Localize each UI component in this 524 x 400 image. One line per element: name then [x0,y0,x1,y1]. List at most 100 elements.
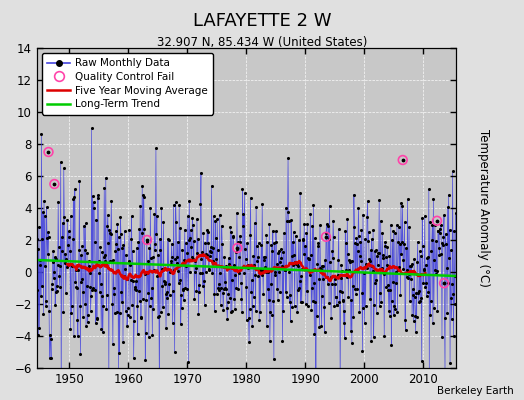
Point [78,243,86,249]
Point [272,228,280,234]
Point [36,262,45,269]
Point [91,239,99,246]
Point [59,308,68,315]
Point [321,257,329,263]
Point [149,254,157,260]
Point [278,338,287,344]
Point [178,247,187,254]
Point [58,248,67,254]
Point [171,199,180,206]
Point [267,242,276,248]
Point [77,279,85,286]
Point [442,265,451,271]
Point [419,280,428,286]
Point [372,277,380,283]
Point [249,253,257,260]
Point [43,251,52,258]
Point [72,267,80,274]
Point [247,277,256,284]
Point [255,317,264,323]
Point [373,310,381,316]
Point [143,237,151,243]
Point [70,332,78,339]
Point [319,263,328,269]
Point [139,194,148,200]
Point [159,219,168,225]
Point [224,299,232,305]
Point [133,303,141,309]
Point [288,238,297,245]
Point [213,216,221,222]
Point [237,296,246,302]
Point [359,211,367,218]
Point [208,269,216,276]
Point [357,226,366,233]
Point [399,257,407,263]
Point [170,266,178,273]
Point [272,239,280,246]
Point [417,252,425,259]
Point [228,234,237,240]
Point [191,258,200,264]
Point [86,284,94,290]
Point [360,270,368,276]
Point [144,290,152,297]
Point [169,202,178,208]
Point [32,236,41,242]
Point [286,298,294,305]
Point [376,303,384,309]
Point [134,331,142,337]
Point [230,296,238,302]
Point [217,222,226,229]
Point [112,241,121,247]
Point [111,248,119,254]
Point [421,283,430,290]
Point [314,243,322,250]
Point [352,235,361,241]
Point [292,261,300,267]
Point [271,272,279,278]
Point [382,284,390,290]
Point [36,257,44,263]
Point [283,208,292,215]
Point [271,269,280,276]
Point [233,245,242,251]
Point [139,192,147,198]
Point [68,263,77,269]
Point [35,224,43,230]
Point [148,332,157,338]
Point [380,243,389,250]
Point [355,232,363,239]
Point [242,317,250,323]
Point [291,259,299,265]
Point [281,289,290,296]
Point [417,295,425,302]
Point [392,222,401,228]
Point [323,274,331,280]
Point [347,296,355,303]
Point [283,218,291,224]
Point [110,291,118,298]
Point [389,279,397,286]
Point [303,220,311,227]
Point [367,338,375,344]
Point [64,262,72,268]
Point [198,270,206,277]
Point [227,309,235,316]
Point [132,278,140,284]
Point [330,234,338,240]
Point [358,348,367,354]
Point [34,246,42,252]
Point [399,157,407,163]
Point [334,256,342,263]
Point [122,251,130,258]
Point [178,305,186,312]
Point [225,255,233,261]
Point [226,224,235,230]
Point [250,261,258,268]
Point [230,262,238,268]
Point [312,266,321,273]
Point [412,289,420,296]
Point [367,236,376,242]
Point [209,244,217,251]
